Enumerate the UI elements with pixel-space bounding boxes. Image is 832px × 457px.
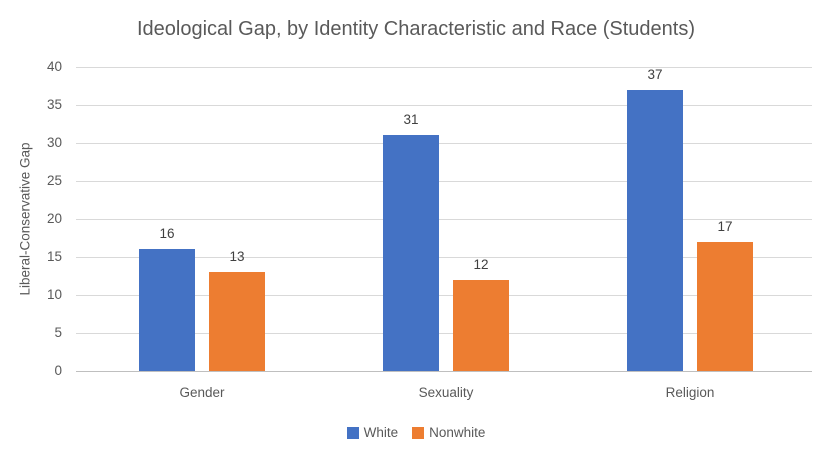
- y-tick-label-30: 30: [46, 135, 62, 150]
- x-label-religion: Religion: [665, 385, 715, 400]
- legend-label-nonwhite: Nonwhite: [429, 425, 486, 440]
- y-tick-label-20: 20: [46, 211, 62, 226]
- gridline-25: [76, 181, 812, 182]
- legend-item-nonwhite: Nonwhite: [412, 425, 485, 440]
- data-label-white-sexuality: 31: [403, 112, 419, 127]
- bar-white-religion: [627, 90, 683, 371]
- y-tick-label-35: 35: [46, 97, 62, 112]
- y-tick-label-5: 5: [54, 325, 62, 340]
- y-tick-label-0: 0: [54, 363, 62, 378]
- x-label-sexuality: Sexuality: [418, 385, 474, 400]
- legend-swatch-white-icon: [346, 426, 359, 439]
- bar-white-sexuality: [383, 135, 439, 371]
- data-label-white-gender: 16: [159, 226, 175, 241]
- x-axis-line: [76, 371, 812, 372]
- gridline-20: [76, 219, 812, 220]
- gridline-5: [76, 333, 812, 334]
- gridline-30: [76, 143, 812, 144]
- data-label-nonwhite-religion: 17: [717, 219, 733, 234]
- legend-item-white: White: [346, 425, 399, 440]
- bar-nonwhite-gender: [209, 272, 265, 371]
- gridline-35: [76, 105, 812, 106]
- y-tick-label-40: 40: [46, 59, 62, 74]
- y-tick-label-10: 10: [46, 287, 62, 302]
- data-label-white-religion: 37: [647, 67, 663, 82]
- gridline-15: [76, 257, 812, 258]
- y-tick-label-25: 25: [46, 173, 62, 188]
- gridline-10: [76, 295, 812, 296]
- data-label-nonwhite-gender: 13: [229, 249, 245, 264]
- data-label-nonwhite-sexuality: 12: [473, 257, 489, 272]
- y-tick-label-15: 15: [46, 249, 62, 264]
- bar-nonwhite-religion: [697, 242, 753, 371]
- legend: White Nonwhite: [0, 425, 832, 440]
- gridline-40: [76, 67, 812, 68]
- legend-label-white: White: [363, 425, 399, 440]
- x-label-gender: Gender: [179, 385, 225, 400]
- chart-title: Ideological Gap, by Identity Characteris…: [136, 18, 696, 40]
- legend-swatch-nonwhite-icon: [412, 426, 425, 439]
- bar-white-gender: [139, 249, 195, 371]
- bar-nonwhite-sexuality: [453, 280, 509, 371]
